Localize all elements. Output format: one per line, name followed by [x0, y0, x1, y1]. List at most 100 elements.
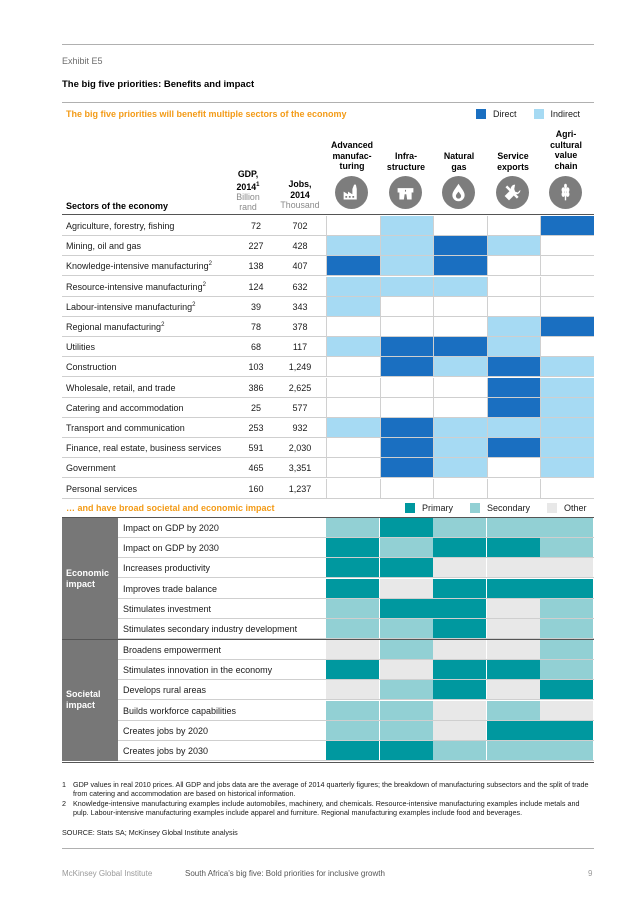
- impact-cell: [433, 558, 486, 578]
- source-note: SOURCE: Stats SA; McKinsey Global Instit…: [62, 828, 238, 837]
- matrix-cell: [540, 236, 594, 256]
- impact-row: Stimulates innovation in the economy: [118, 660, 594, 681]
- matrix-cell: [486, 357, 540, 377]
- matrix-cell: [486, 418, 540, 437]
- sector-label: Regional manufacturing: [66, 322, 162, 332]
- matrix-cell: [540, 276, 594, 296]
- matrix-cell: [540, 397, 594, 417]
- impact-cell: [379, 598, 433, 618]
- row-divider: [118, 739, 594, 741]
- matrix-cell: [433, 337, 487, 357]
- impact-cell: [326, 598, 379, 618]
- footnote-number: 2: [62, 799, 66, 808]
- impact-cell: [486, 700, 540, 720]
- exhibit-title: The big five priorities: Benefits and im…: [62, 79, 255, 90]
- gdp-year: 2014: [236, 181, 257, 192]
- matrix-cell: [326, 216, 380, 235]
- impact-row: Broadens empowerment: [118, 640, 594, 660]
- matrix-cell: [486, 317, 540, 336]
- table-row: Mining, oil and gas 227 428: [62, 236, 594, 257]
- matrix-cell: [486, 377, 540, 397]
- header-line: Natural: [443, 151, 475, 161]
- table-row: Construction 103 1,249: [62, 357, 594, 378]
- row-divider: [62, 437, 594, 438]
- legend-item-other: Other: [547, 503, 587, 513]
- sector-footnote-ref: 2: [208, 261, 212, 268]
- table-header-rule: [62, 214, 594, 215]
- row-divider: [62, 416, 594, 418]
- matrix-cell: [540, 458, 594, 478]
- matrix-cell: [540, 296, 594, 316]
- legend-label-secondary: Secondary: [487, 503, 531, 513]
- impact-cell: [379, 640, 433, 659]
- jobs-value: 1,237: [288, 483, 312, 494]
- impact-cell: [379, 700, 433, 720]
- matrix-cell: [486, 458, 541, 478]
- header-line: Agri-: [555, 129, 577, 139]
- matrix-cell: [379, 478, 434, 498]
- impact-cell: [540, 518, 593, 537]
- matrix-cell: [379, 317, 434, 336]
- impact-cell: [379, 558, 433, 578]
- matrix-cell: [540, 357, 594, 377]
- gdp-value: 138: [248, 261, 264, 272]
- impact-row: Develops rural areas: [118, 680, 594, 701]
- table-row: Utilities 68 117: [62, 337, 594, 358]
- row-divider: [62, 497, 594, 499]
- matrix-cell: [540, 418, 594, 437]
- gdp-value: 591: [248, 443, 264, 454]
- impact-cell: [326, 680, 379, 700]
- footer-report-title: South Africa’s big five: Bold priorities…: [185, 869, 385, 878]
- impact-row: Builds workforce capabilities: [118, 700, 594, 721]
- gdp-value: 124: [248, 281, 264, 292]
- jobs-value: 2,625: [288, 382, 312, 393]
- gdp-value: 227: [248, 241, 264, 252]
- legend-item-direct: Direct: [476, 109, 517, 119]
- sector-footnote-ref: 2: [161, 322, 165, 328]
- impact-row: Improves trade balance: [118, 578, 594, 599]
- matrix-cell: [379, 256, 433, 276]
- matrix-cell: [326, 256, 380, 276]
- legend-swatch-primary: [405, 503, 415, 513]
- matrix-cell: [433, 296, 487, 316]
- row-divider: [62, 336, 594, 337]
- gdp-value: 68: [250, 342, 261, 353]
- matrix-cell: [326, 438, 380, 458]
- matrix-cell: [540, 337, 594, 357]
- footnote-text: Knowledge-intensive manufacturing exampl…: [73, 799, 580, 818]
- matrix-cell: [326, 478, 380, 498]
- sector-label: Mining, oil and gas: [66, 241, 142, 252]
- jobs-value: 343: [292, 301, 308, 312]
- impact-cell: [486, 538, 540, 558]
- table-row: Wholesale, retail, and trade 386 2,625: [62, 377, 594, 398]
- header-line: manufac-: [332, 150, 372, 161]
- header-line: Infra-: [395, 151, 417, 161]
- row-divider: [118, 638, 594, 639]
- impact-cell: [433, 700, 486, 720]
- page-number: 9: [588, 869, 593, 878]
- matrix-cell: [379, 276, 433, 296]
- impact-cell: [540, 680, 593, 700]
- impact-label: Stimulates secondary industry developmen…: [123, 624, 298, 634]
- jobs-value: 702: [292, 221, 308, 231]
- row-divider: [62, 457, 594, 459]
- matrix-cell: [326, 296, 380, 316]
- sector-footnote-ref: 2: [192, 301, 196, 308]
- impact-bottom-rule: [62, 762, 594, 763]
- impact-row: Impact on GDP by 2020: [118, 518, 594, 538]
- group-label-line: Societal: [66, 689, 101, 699]
- impact-cell: [433, 619, 486, 638]
- gdp-value: 39: [250, 301, 261, 312]
- impact-cell: [486, 640, 540, 659]
- matrix-cell: [379, 458, 433, 478]
- table-row: Regional manufacturing2 78 378: [62, 317, 594, 337]
- table-row: Finance, real estate, business services 5…: [62, 438, 594, 459]
- matrix-cell: [379, 397, 434, 417]
- table-row: Government 465 3,351: [62, 458, 594, 479]
- impact-label: Creates jobs by 2020: [123, 725, 209, 736]
- matrix-cell: [540, 478, 594, 498]
- impact-label: Stimulates innovation in the economy: [123, 665, 273, 676]
- impact-cell: [433, 598, 486, 618]
- impact-cell: [433, 518, 486, 537]
- gdp-value: 72: [250, 221, 261, 231]
